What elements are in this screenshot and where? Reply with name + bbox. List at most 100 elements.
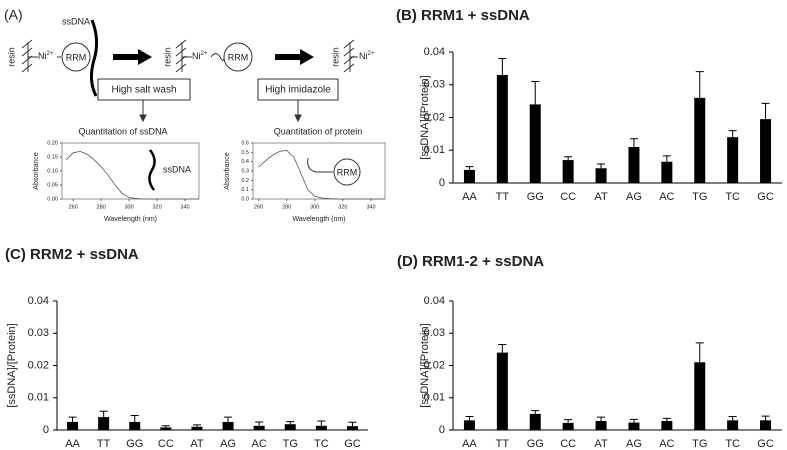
y-tick-label: 0.05: [47, 182, 58, 188]
step-box: [97, 78, 191, 101]
error-bar: [498, 344, 507, 353]
error-bar: [68, 416, 77, 422]
y-tick-label: 0.01: [424, 144, 445, 156]
x-tick-label: AA: [65, 438, 80, 450]
error-bar: [564, 419, 573, 423]
bar: [694, 97, 706, 183]
y-tick-label: 0.04: [28, 295, 49, 307]
x-axis-label: Wavelength (nm): [104, 216, 157, 223]
x-tick-label: AG: [626, 438, 642, 450]
ni-label: Ni2+: [38, 51, 54, 62]
x-tick-label: 280: [282, 204, 291, 210]
x-tick-label: 340: [366, 204, 375, 210]
error-bar: [465, 166, 474, 170]
y-tick-label: 0.03: [424, 79, 445, 91]
y-tick-label: 0.02: [28, 359, 49, 371]
spectrum-line: [65, 150, 199, 200]
error-bar: [629, 418, 638, 423]
ni: Ni: [359, 51, 368, 61]
arrow: [113, 49, 152, 65]
y-tick-label: 0: [43, 424, 49, 436]
resin-label: resin: [330, 47, 340, 67]
x-tick-label: TG: [283, 438, 298, 450]
rrm-label: RRM: [228, 52, 249, 62]
error-bar: [224, 416, 233, 422]
y-axis-label: [ssDNA]/[Protein]: [6, 323, 18, 407]
error-bar: [348, 421, 357, 427]
error-bar: [695, 342, 704, 363]
x-tick-label: AG: [220, 438, 236, 450]
bar: [595, 168, 607, 183]
error-bar: [531, 410, 540, 414]
y-tick-label: 0.00: [47, 196, 58, 202]
bar: [160, 427, 172, 430]
x-tick-label: 260: [69, 204, 78, 210]
error-bar: [465, 415, 474, 421]
spectrum-line: [258, 150, 385, 200]
error-bar: [161, 425, 170, 428]
ssdna-icon: [148, 149, 156, 191]
x-tick-label: GG: [527, 191, 544, 203]
step-label: High imidazole: [265, 85, 331, 96]
bar: [98, 417, 110, 430]
x-tick-label: 320: [338, 204, 347, 210]
bar: [529, 413, 541, 430]
x-tick-label: CC: [560, 438, 576, 450]
x-tick-label: 320: [152, 204, 161, 210]
bar: [496, 352, 508, 430]
x-tick-label: GC: [344, 438, 361, 450]
x-tick-label: CC: [158, 438, 174, 450]
x-tick-label: AC: [252, 438, 267, 450]
plot-frame: [252, 142, 386, 200]
error-bar: [728, 130, 737, 138]
bar: [496, 74, 508, 183]
y-tick-label: 0.10: [47, 168, 58, 174]
bar: [595, 420, 607, 430]
x-tick-label: AA: [462, 438, 477, 450]
y-tick-label: 0.02: [424, 111, 445, 123]
x-tick-label: AT: [594, 191, 608, 203]
inset-label: RRM: [337, 167, 358, 177]
bar: [529, 104, 541, 183]
error-bar: [662, 417, 671, 421]
down-arrow: [294, 100, 302, 123]
resin-label: resin: [6, 47, 16, 67]
down-arrow: [139, 100, 147, 123]
x-tick-label: AC: [659, 438, 674, 450]
rrm-icon: [333, 158, 361, 186]
x-tick-label: 300: [125, 204, 134, 210]
y-axis-label: Absorbance: [33, 152, 40, 189]
bar: [628, 422, 640, 430]
y-tick-label: 0.02: [424, 359, 445, 371]
bar: [760, 119, 772, 183]
x-tick-label: AT: [594, 438, 608, 450]
bar: [694, 362, 706, 430]
y-tick-label: 0.0: [241, 196, 249, 202]
ni: Ni: [38, 51, 47, 61]
y-tick-label: 0.01: [28, 392, 49, 404]
ssdna-label: ssDNA: [62, 16, 90, 26]
bar: [661, 420, 673, 430]
resin-label: resin: [162, 47, 172, 67]
error-bar: [286, 421, 295, 425]
charge: 2+: [368, 51, 375, 57]
x-tick-label: AG: [626, 191, 642, 203]
chart-title: Quantitation of protein: [274, 126, 363, 136]
y-tick-label: 0.03: [28, 327, 49, 339]
arrow: [275, 49, 314, 65]
rrm-tail: [307, 157, 333, 173]
error-bar: [728, 415, 737, 421]
y-axis-label: [ssDNA]/[Protein]: [419, 75, 431, 159]
error-bar: [564, 156, 573, 161]
x-tick-label: GG: [527, 438, 544, 450]
ni: Ni: [192, 51, 201, 61]
bar: [346, 426, 358, 430]
x-tick-label: AA: [462, 191, 477, 203]
x-tick-label: TT: [496, 438, 510, 450]
resin-free: [343, 39, 358, 73]
y-tick-label: 0.04: [424, 295, 445, 307]
bar: [727, 137, 739, 183]
rrm-label: RRM: [66, 52, 87, 62]
x-tick-label: TC: [725, 438, 740, 450]
